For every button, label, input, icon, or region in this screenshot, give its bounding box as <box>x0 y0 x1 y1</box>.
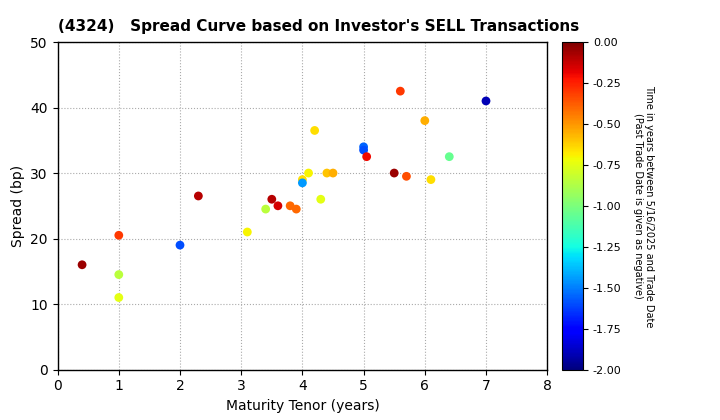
Point <box>291 206 302 213</box>
Point <box>242 228 253 235</box>
Point <box>297 176 308 183</box>
Point <box>361 153 372 160</box>
Point <box>395 88 406 94</box>
Point <box>113 271 125 278</box>
Point <box>113 294 125 301</box>
Point <box>480 97 492 104</box>
Point <box>321 170 333 176</box>
Point <box>309 127 320 134</box>
Point <box>113 232 125 239</box>
Point <box>192 193 204 199</box>
Point <box>444 153 455 160</box>
Point <box>419 117 431 124</box>
Point <box>302 170 314 176</box>
Point <box>260 206 271 213</box>
Point <box>389 170 400 176</box>
Point <box>174 242 186 249</box>
Point <box>315 196 327 202</box>
Point <box>266 196 278 202</box>
Text: (4324)   Spread Curve based on Investor's SELL Transactions: (4324) Spread Curve based on Investor's … <box>58 19 579 34</box>
Point <box>297 179 308 186</box>
Point <box>425 176 436 183</box>
Point <box>328 170 339 176</box>
Point <box>358 147 369 153</box>
Y-axis label: Spread (bp): Spread (bp) <box>11 165 24 247</box>
Point <box>401 173 413 180</box>
Y-axis label: Time in years between 5/16/2025 and Trade Date
(Past Trade Date is given as nega: Time in years between 5/16/2025 and Trad… <box>633 84 654 327</box>
Point <box>272 202 284 209</box>
X-axis label: Maturity Tenor (years): Maturity Tenor (years) <box>225 399 379 413</box>
Point <box>284 202 296 209</box>
Point <box>358 144 369 150</box>
Point <box>76 261 88 268</box>
